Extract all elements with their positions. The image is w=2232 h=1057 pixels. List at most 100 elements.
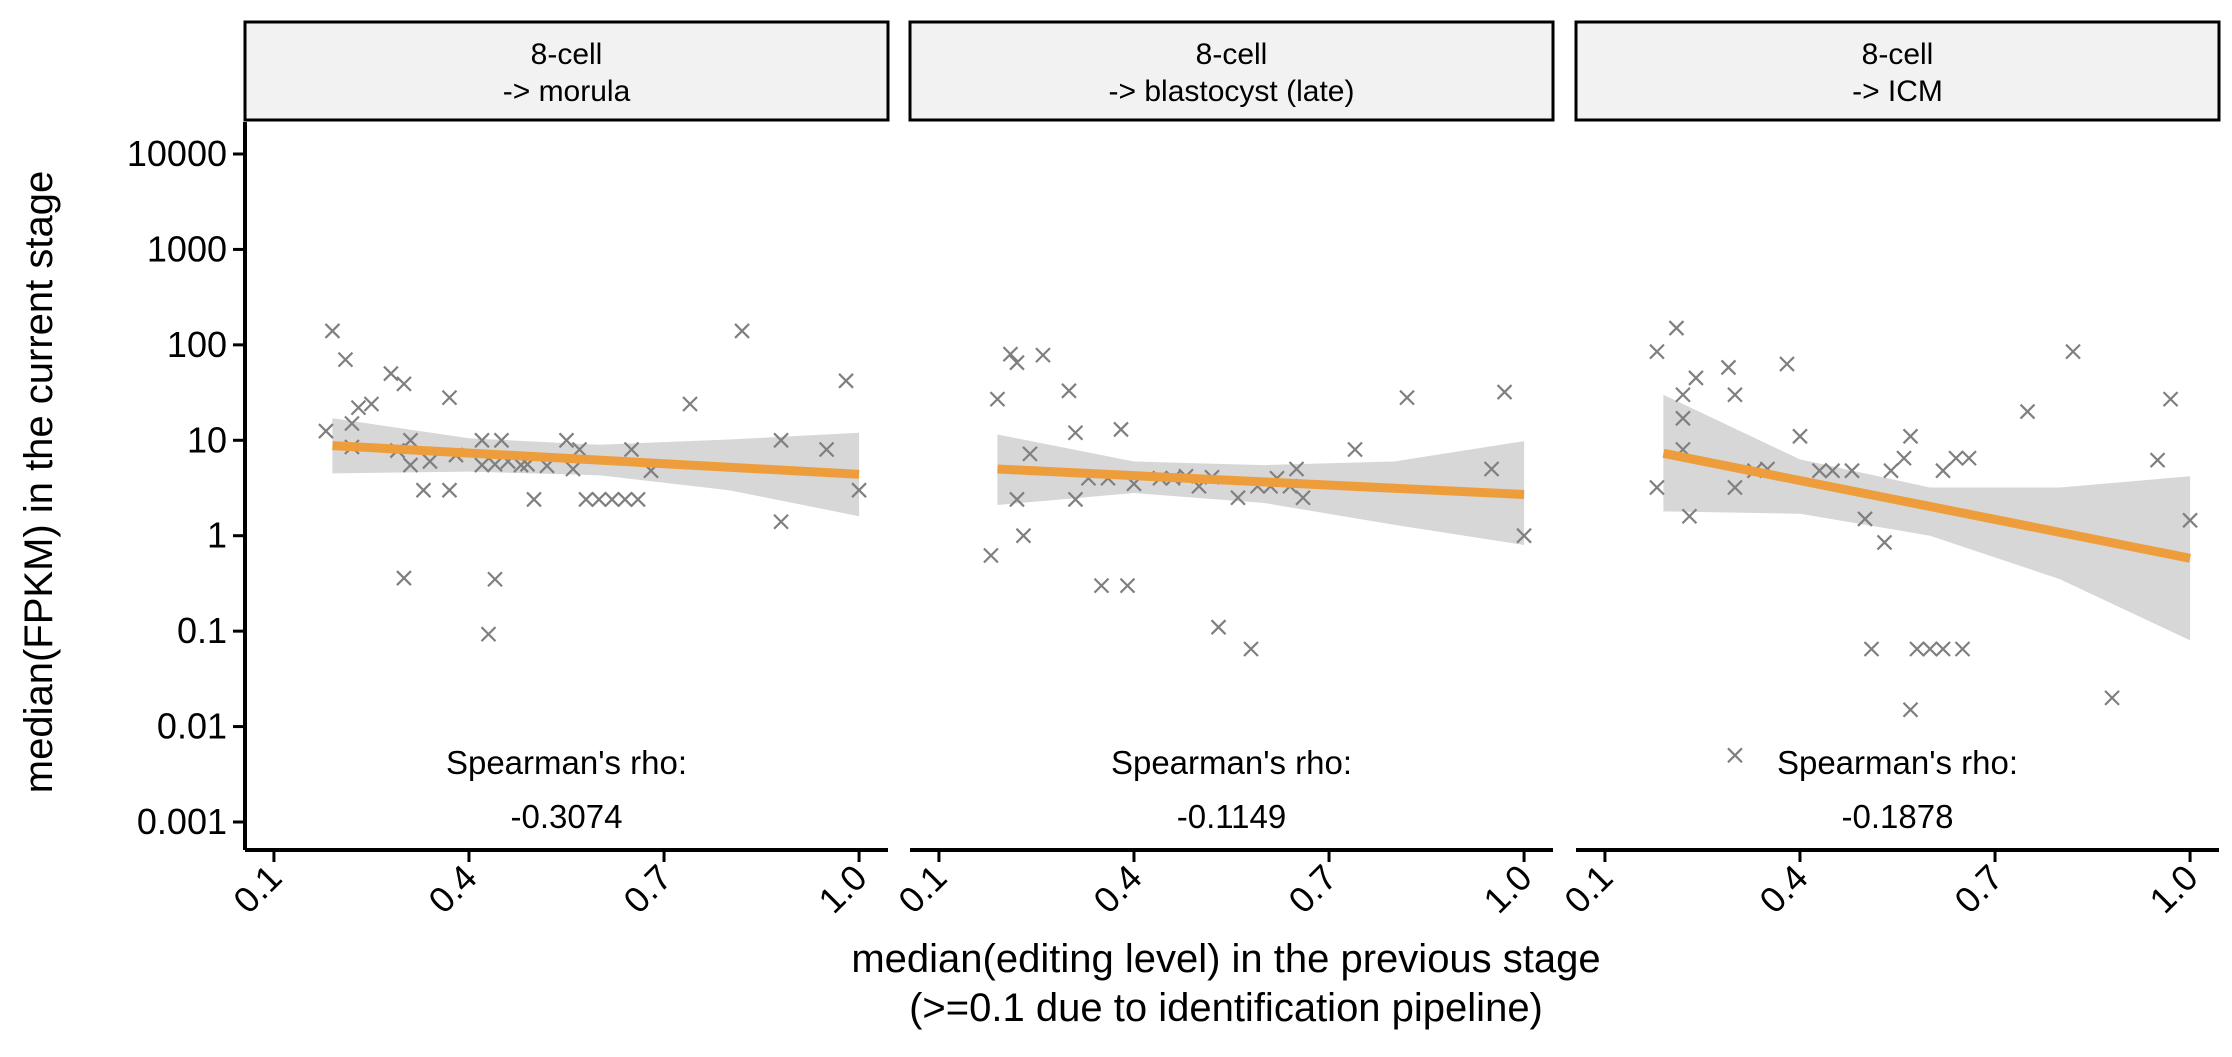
panel-3: 8-cell -> ICM Spearman's rho: -0.1878 0.1 0.4… (1556, 20, 2221, 921)
panel-2-point-0 (983, 547, 999, 564)
panel-3-point-32 (1961, 450, 1977, 466)
panel-3-rho-value: -0.1878 (1842, 798, 1954, 835)
panel-3-strip (1574, 20, 2221, 122)
panel-1-point-26 (480, 626, 497, 642)
panel-2-point-22 (1210, 619, 1227, 635)
panel-3-point-28 (1935, 641, 1951, 657)
panel-2-point-35 (1516, 527, 1532, 544)
panel-2-point-3 (1009, 354, 1025, 371)
panel-2-point-9 (1067, 424, 1084, 441)
panel-3-point-20 (1863, 641, 1880, 657)
panel-1-point-19 (474, 457, 490, 473)
y-tick-label-7: 10000 (127, 133, 227, 174)
panel-2-point-14 (1113, 421, 1129, 438)
panel-2-point-5 (1015, 527, 1032, 544)
panel-1-point-3 (344, 415, 360, 432)
panel-3-fit-line (1662, 448, 2191, 563)
panel-1-point-6 (363, 396, 380, 412)
panel-1-point-31 (571, 441, 588, 458)
panel-3-point-6 (1681, 508, 1698, 525)
panel-1-point-32 (578, 491, 594, 508)
panel-3-point-2 (1668, 320, 1685, 336)
panel-2-point-7 (1035, 347, 1051, 363)
panel-1-point-9 (396, 376, 412, 392)
panel-3-x-tick-label-3: 1.0 (2141, 857, 2205, 921)
panel-1-point-39 (682, 396, 698, 412)
panel-1-x-tick-label-3: 1.0 (810, 857, 874, 921)
panel-2-strip-line1: 8-cell (1196, 38, 1268, 71)
y-axis-title: median(FPKM) in the current stage (17, 171, 61, 793)
panel-3-confidence-band (1663, 394, 2191, 641)
panel-2-point-24 (1243, 641, 1259, 657)
panel-3-rho-label: Spearman's rho: (1777, 744, 2018, 781)
y-tick-label-1: 0.01 (157, 706, 227, 747)
panel-3-point-30 (1948, 450, 1964, 466)
panel-3-point-31 (1954, 641, 1971, 657)
panel-3-point-8 (1720, 359, 1737, 376)
panel-1-point-29 (558, 432, 575, 449)
panel-2-point-23 (1230, 489, 1246, 506)
panel-1-point-11 (402, 457, 419, 473)
panel-2-x-tick-label-1: 0.4 (1085, 857, 1149, 921)
panel-3-point-14 (1779, 356, 1795, 372)
panel-3-x-tick-label-0: 0.1 (1556, 857, 1620, 921)
panel-1: 8-cell -> morula Spearman's rho: -0.3074 0.1… (225, 20, 890, 921)
panel-1-point-25 (526, 491, 542, 508)
panel-1-point-37 (630, 491, 646, 508)
panel-2-point-2 (1002, 346, 1019, 362)
panel-1-confidence-band (332, 418, 860, 517)
panel-3-point-37 (2162, 391, 2179, 407)
panel-1-point-20 (487, 456, 503, 473)
y-tick-label-6: 1000 (147, 228, 227, 269)
x-axis-title-line2: (>=0.1 due to identification pipeline) (909, 986, 1543, 1030)
panel-3-point-7 (1688, 370, 1704, 386)
panel-2-point-10 (1067, 491, 1084, 508)
panel-1-fit-line (332, 441, 860, 479)
panel-2-x-tick-label-2: 0.7 (1280, 857, 1344, 921)
panel-3-point-11 (1727, 747, 1743, 764)
panel-3-point-29 (1935, 462, 1951, 479)
panel-2-point-31 (1347, 441, 1363, 458)
panel-2-point-12 (1093, 577, 1110, 594)
panel-1-point-10 (402, 432, 419, 449)
x-axis-title-line1: median(editing level) in the previous st… (851, 937, 1600, 981)
panel-2-point-34 (1496, 384, 1513, 400)
y-tick-label-2: 0.1 (177, 610, 227, 651)
panel-3-strip-line1: 8-cell (1862, 38, 1934, 71)
panel-2-point-30 (1295, 489, 1311, 506)
panel-3-point-27 (1922, 641, 1938, 657)
panel-2-rho-label: Spearman's rho: (1111, 744, 1352, 781)
panel-2-point-6 (1022, 446, 1038, 462)
panel-1-point-5 (350, 399, 367, 416)
panel-1-point-0 (318, 423, 334, 439)
panel-2-x-tick-label-0: 0.1 (890, 857, 954, 921)
panel-1-x-tick-label-2: 0.7 (615, 857, 679, 921)
panel-1-point-35 (617, 491, 633, 508)
panel-2: 8-cell -> blastocyst (late) Spearman's rho… (890, 20, 1555, 921)
panel-1-point-21 (493, 432, 510, 449)
y-axis: 0.001 0.01 0.1 1 10 100 1000 10000 (127, 122, 247, 850)
panel-1-point-2 (337, 351, 354, 368)
panel-1-point-27 (487, 571, 503, 588)
panel-1-x-tick-label-1: 0.4 (420, 857, 484, 921)
panel-3-point-18 (1844, 462, 1860, 479)
panel-1-point-34 (604, 491, 620, 508)
panel-2-point-29 (1288, 461, 1305, 477)
panel-1-point-42 (773, 513, 789, 530)
panel-3-x-tick-label-2: 0.7 (1946, 857, 2010, 921)
panel-3-x-tick-label-1: 0.4 (1751, 857, 1815, 921)
panel-2-fit-line (997, 464, 1525, 500)
y-tick-label-5: 100 (167, 324, 227, 365)
panel-2-rho-value: -0.1149 (1177, 798, 1286, 835)
panel-3-point-17 (1824, 462, 1841, 479)
panel-1-point-43 (818, 441, 835, 458)
panel-1-strip-line1: 8-cell (531, 38, 603, 71)
panel-1-point-14 (396, 570, 412, 586)
panel-3-point-19 (1857, 511, 1873, 527)
panel-2-point-15 (1119, 577, 1136, 594)
panel-3-point-9 (1727, 386, 1743, 403)
panel-1-point-13 (422, 453, 438, 470)
panel-3-point-0 (1649, 479, 1665, 496)
y-tick-label-0: 0.001 (137, 801, 227, 842)
